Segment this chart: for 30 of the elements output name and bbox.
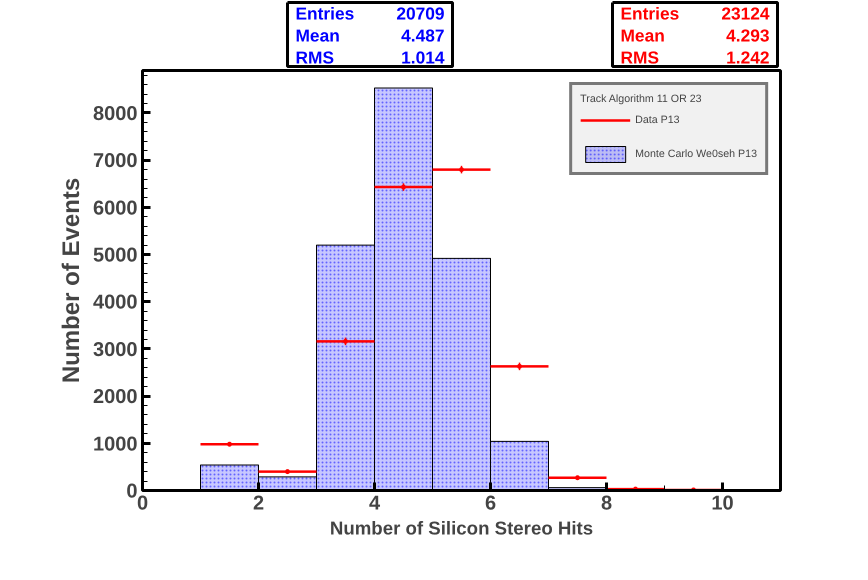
text: RMS xyxy=(620,48,660,68)
x-tick-label: 4 xyxy=(368,492,381,514)
y-tick-label: 2000 xyxy=(93,386,138,408)
y-tick-label: 7000 xyxy=(93,150,138,172)
y-tick-label: 5000 xyxy=(93,244,138,267)
x-tick-label: 2 xyxy=(252,492,264,514)
text: 4.487 xyxy=(401,26,445,46)
text: 23124 xyxy=(721,4,770,24)
legend-label: Data P13 xyxy=(635,114,680,126)
text: 4.293 xyxy=(726,26,770,46)
text: 1.014 xyxy=(401,48,445,68)
x-tick-label: 10 xyxy=(711,492,734,514)
y-tick-label: 8000 xyxy=(93,102,138,125)
y-axis-title: Number of Events xyxy=(58,178,86,384)
y-tick-label: 3000 xyxy=(93,338,138,361)
y-tick-label: 4000 xyxy=(93,292,138,314)
text: Entries xyxy=(296,4,354,24)
text: 1.242 xyxy=(726,48,770,68)
y-tick-label: 6000 xyxy=(93,197,138,220)
legend-title: Track Algorithm 11 OR 23 xyxy=(580,93,703,105)
text: Mean xyxy=(296,26,340,46)
text: 20709 xyxy=(396,4,444,24)
legend-label: Monte Carlo We0seh P13 xyxy=(635,148,757,160)
y-tick-label: 1000 xyxy=(93,433,138,456)
text: Entries xyxy=(620,4,680,24)
x-axis-title: Number of Silicon Stereo Hits xyxy=(330,518,594,538)
text: RMS xyxy=(296,48,334,68)
x-tick-label: 8 xyxy=(600,492,612,514)
text: Mean xyxy=(620,26,665,46)
x-tick-label: 6 xyxy=(484,492,496,514)
